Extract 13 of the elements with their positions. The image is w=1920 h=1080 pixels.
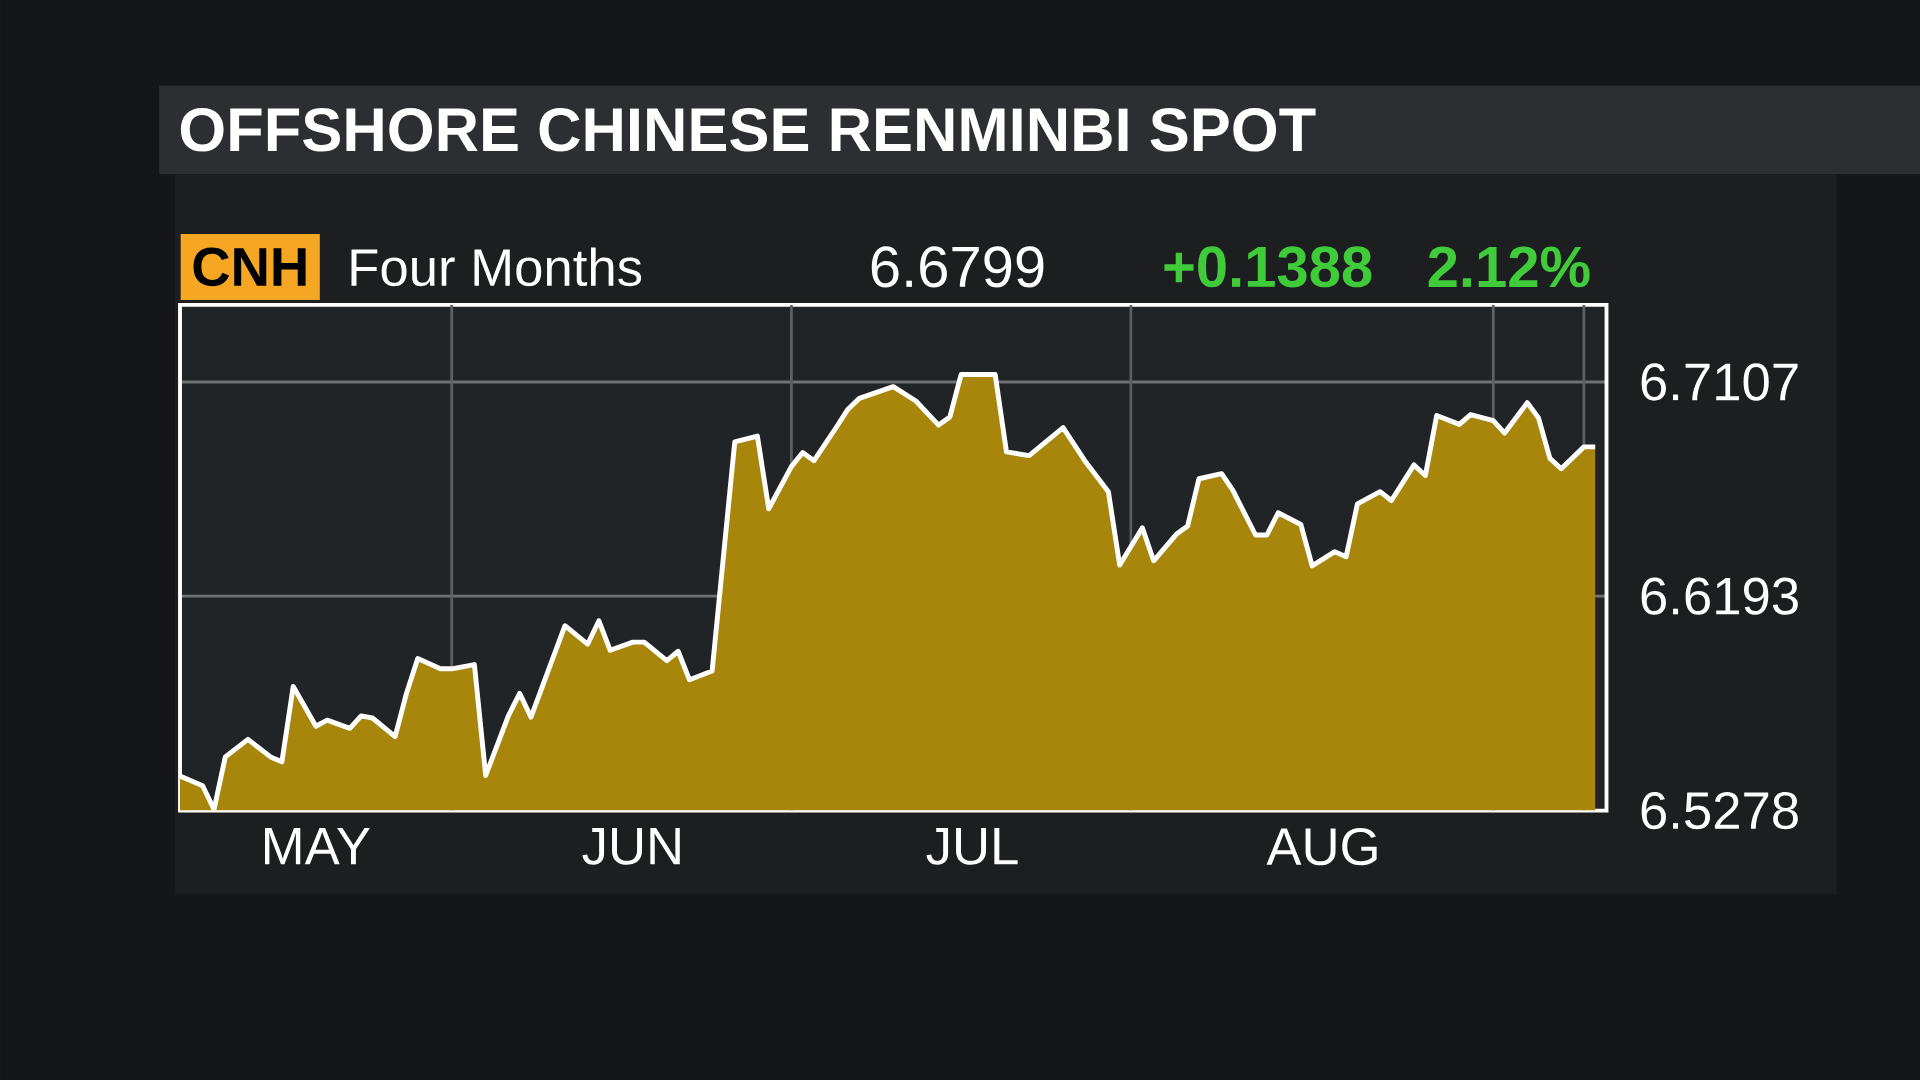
y-tick-label: 6.5278 [1641, 791, 1798, 830]
text: 6.6799 [871, 246, 1044, 288]
text: 2.12% [1428, 246, 1590, 288]
y-tick-label: 6.7107 [1641, 363, 1798, 401]
text: +0.1388 [1164, 246, 1372, 288]
y-tick-label: 6.6193 [1641, 577, 1798, 615]
chart-title: OFFSHORE CHINESE RENMINBI SPOT [180, 108, 1316, 152]
x-tick-label: JUN [582, 828, 680, 865]
x-tick-label: JUL [926, 828, 1018, 865]
x-tick-label: AUG [1266, 827, 1377, 866]
text: Four Months [351, 247, 642, 287]
x-tick-label: MAY [265, 828, 370, 865]
text: CNH [193, 247, 306, 287]
